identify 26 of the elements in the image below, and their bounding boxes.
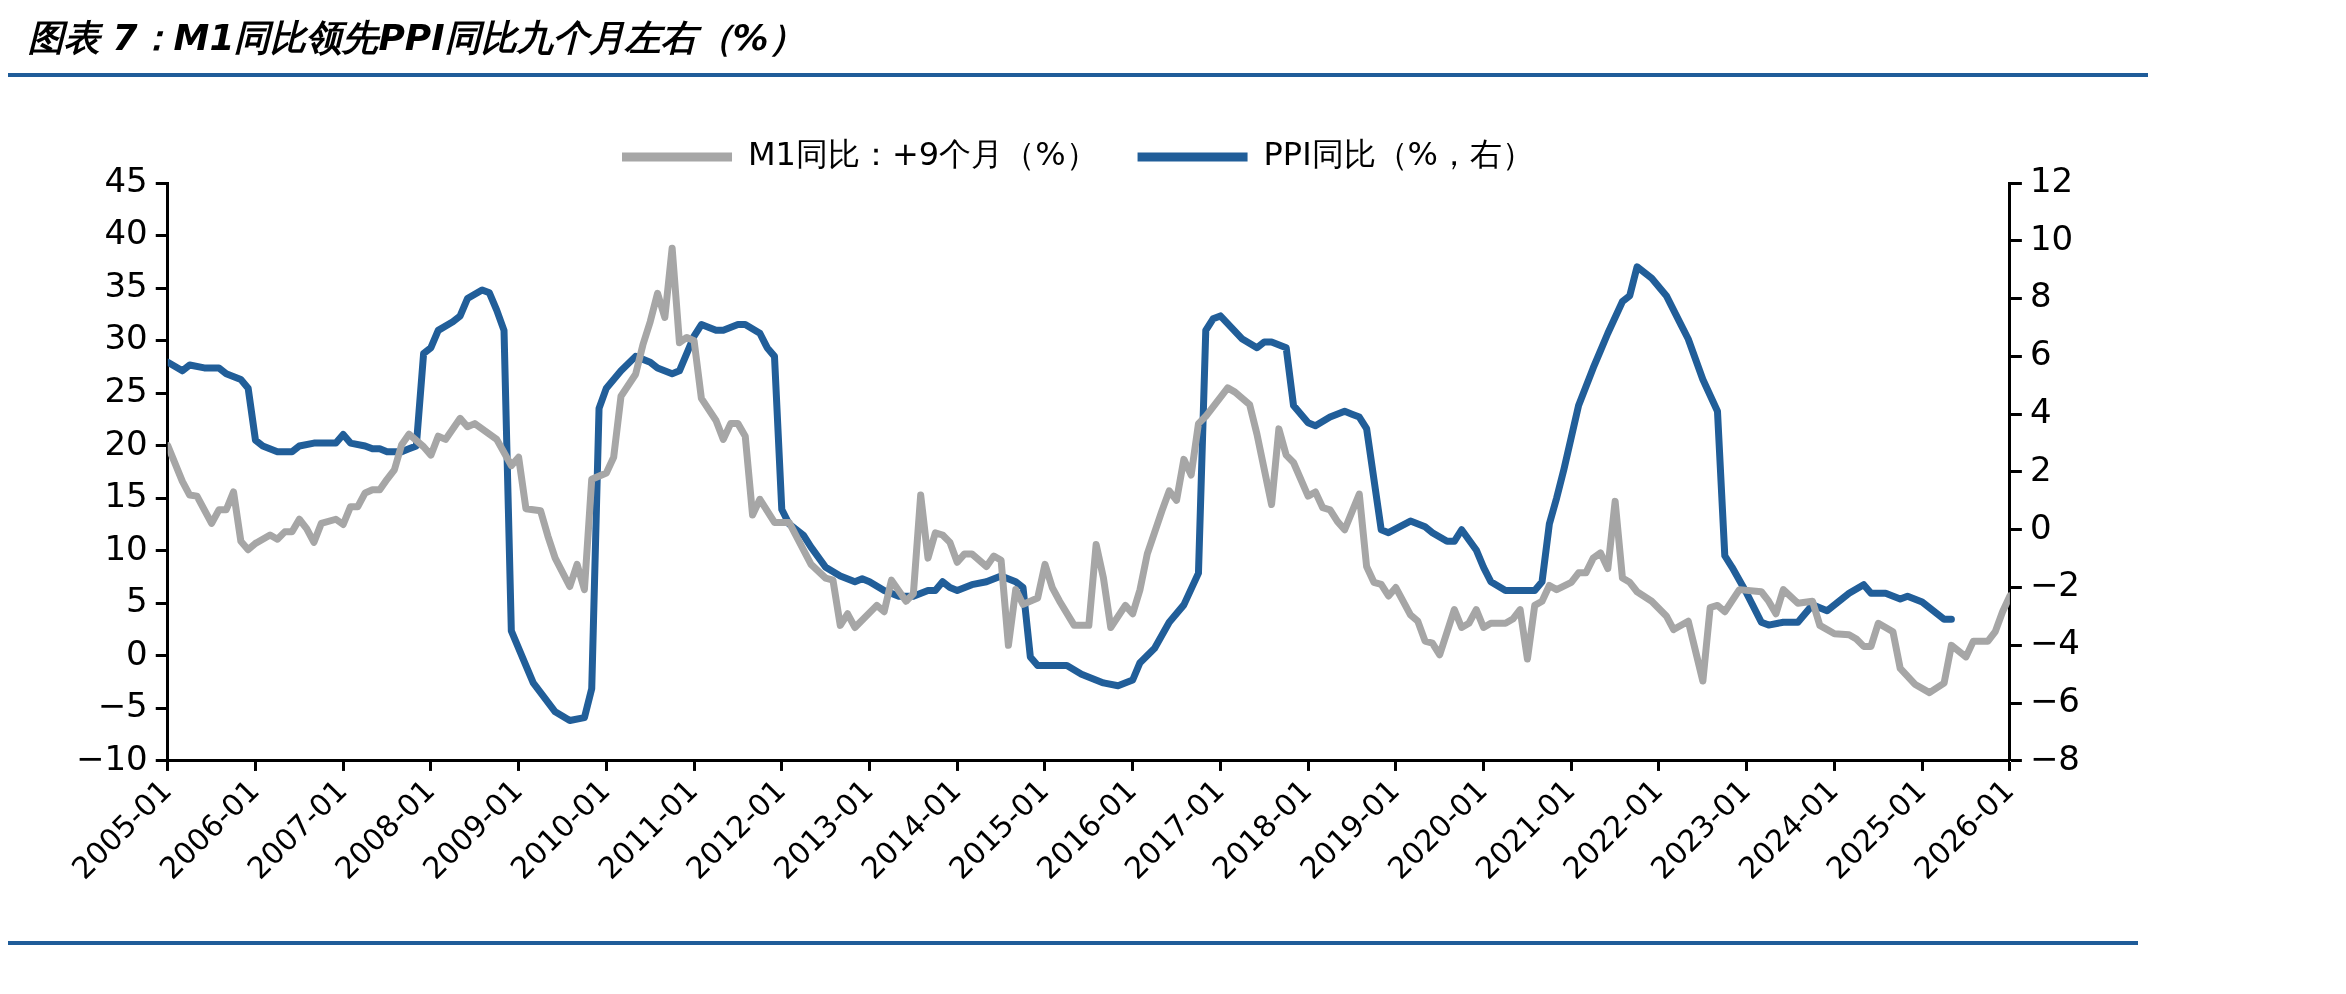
- y2-tick-label: −4: [2029, 622, 2080, 663]
- y-tick-label: 30: [104, 317, 148, 358]
- y2-tick-label: −8: [2029, 737, 2080, 778]
- y2-tick-label: −2: [2029, 564, 2080, 605]
- y2-tick-label: 0: [2029, 506, 2052, 547]
- y2-tick-label: 12: [2029, 159, 2074, 200]
- y-tick-label: 20: [104, 422, 148, 463]
- y-tick-label: 40: [104, 212, 148, 253]
- y-tick-label: −10: [75, 737, 148, 778]
- legend-label: PPI同比（%，右）: [1263, 135, 1534, 174]
- y2-tick-label: 4: [2029, 390, 2052, 431]
- y-tick-label: 35: [104, 264, 148, 305]
- y-tick-label: 0: [126, 632, 148, 673]
- chart-title: 图表 7：M1同比领先PPI同比九个月左右（%）: [8, 8, 2148, 77]
- y-tick-label: 10: [104, 527, 148, 568]
- y2-tick-label: 2: [2029, 448, 2052, 489]
- y2-tick-label: −6: [2029, 679, 2080, 720]
- y-tick-label: 15: [104, 475, 148, 516]
- y-tick-label: 45: [104, 159, 148, 200]
- y2-tick-label: 6: [2029, 333, 2052, 374]
- y2-tick-label: 10: [2029, 217, 2074, 258]
- y-tick-label: 25: [104, 369, 148, 410]
- y-tick-label: 5: [126, 580, 148, 621]
- y2-tick-label: 8: [2029, 275, 2052, 316]
- y-tick-label: −5: [97, 685, 148, 726]
- legend-label: M1同比：+9个月（%）: [748, 135, 1098, 174]
